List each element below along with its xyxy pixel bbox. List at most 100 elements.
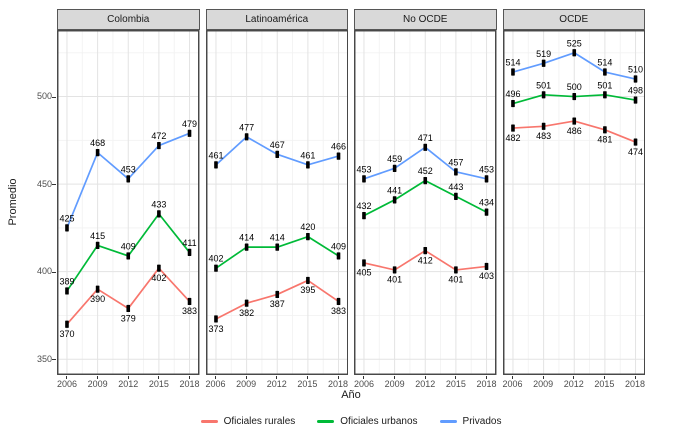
data-point-marker [187,248,192,257]
data-point-marker [571,117,576,125]
x-tick-mark [542,376,544,379]
data-point-marker [454,192,458,200]
data-point-label: 479 [182,119,197,129]
data-point-label: 457 [448,157,463,167]
data-point-label: 379 [121,313,136,323]
data-point-label: 467 [269,140,284,150]
y-tick-label: 350 [36,353,52,364]
data-point-marker [484,262,489,271]
data-point-marker [126,304,131,313]
data-point-label: 468 [90,138,105,148]
data-point-marker [362,175,366,183]
data-point-marker [454,266,458,274]
x-tick-label: 2006 [353,379,374,389]
panel-border [354,30,497,375]
legend-label: Oficiales urbanos [340,416,418,427]
data-point-marker [392,164,397,172]
data-point-label: 472 [151,131,166,141]
data-point-label: 459 [387,154,402,164]
x-tick-mark [573,376,575,379]
y-tick-label: 500 [36,91,52,102]
data-point-label: 481 [597,135,612,145]
x-tick-mark [603,376,605,379]
x-tick-mark [486,376,488,379]
data-point-marker [65,320,69,328]
facet-strip-no-ocde: No OCDE [354,9,497,30]
data-point-marker [602,91,607,99]
x-tick-label: 2006 [56,379,77,389]
x-tick-mark [214,376,216,379]
data-point-marker [65,287,69,295]
data-point-label: 409 [331,241,346,251]
data-point-marker [541,122,545,130]
data-point-label: 383 [182,306,197,316]
x-tick-mark [97,376,99,379]
x-tick-mark [306,376,308,379]
x-tick-label: 2009 [533,379,554,389]
y-tick-label: 400 [36,266,52,277]
facet-strip-colombia: Colombia [57,9,200,30]
panel-border [205,30,348,375]
legend-item-oficiales-rurales: Oficiales rurales [200,416,295,427]
legend-item-oficiales-urbanos: Oficiales urbanos [317,416,418,427]
data-point-marker [244,133,248,141]
data-point-marker [157,264,161,272]
data-point-label: 389 [59,276,74,286]
data-point-label: 461 [300,150,315,160]
data-point-label: 382 [239,308,254,318]
x-tick-label: 2006 [205,379,226,389]
data-point-label: 483 [536,131,551,141]
x-tick-mark [337,376,339,379]
data-point-marker [65,224,69,232]
data-point-label: 401 [387,275,402,285]
data-point-marker [213,161,218,169]
data-point-marker [541,91,545,99]
x-tick-label: 2018 [179,379,200,389]
data-point-label: 433 [151,199,166,209]
data-point-marker [571,49,576,57]
data-point-label: 414 [269,233,284,243]
data-point-marker [305,276,310,285]
x-tick-label: 2009 [87,379,108,389]
data-point-label: 414 [239,233,254,243]
x-tick-mark [127,376,129,379]
data-point-marker [633,75,637,83]
data-point-label: 403 [479,271,494,281]
data-point-label: 501 [536,80,551,90]
data-point-marker [392,266,397,274]
data-point-label: 496 [505,89,520,99]
data-point-marker [305,161,310,169]
data-point-label: 452 [418,166,433,176]
data-point-marker [126,252,131,260]
data-point-marker [274,150,279,158]
data-point-label: 370 [59,329,74,339]
data-point-marker [602,126,607,134]
data-point-label: 482 [505,133,520,143]
data-point-label: 425 [59,213,74,223]
data-point-label: 453 [479,164,494,174]
data-point-marker [157,141,161,150]
data-point-label: 387 [269,299,284,309]
data-point-marker [541,59,545,67]
x-tick-label: 2018 [328,379,349,389]
x-tick-label: 2018 [625,379,646,389]
data-point-label: 434 [479,198,494,208]
data-point-marker [423,177,428,185]
panel-plot-colombia: 370 390 379 402 383 389 415 409 433 411 425 468 453 4… [57,30,200,375]
data-point-marker [244,243,248,251]
data-point-label: 471 [418,133,433,143]
x-tick-label: 2015 [297,379,318,389]
legend-label: Privados [462,416,502,427]
y-tick-mark [52,184,56,186]
x-tick-mark [276,376,278,379]
legend-item-privados: Privados [439,416,502,427]
data-point-marker [510,68,515,76]
data-point-label: 498 [628,86,643,96]
panel-plot-ocde: 482 483 486 481 474 496 501 500 501 498 514 519 525 5… [502,30,645,375]
x-tick-label: 2015 [594,379,615,389]
x-tick-label: 2012 [266,379,287,389]
data-point-label: 514 [505,58,520,68]
data-point-label: 514 [597,58,612,68]
data-point-label: 405 [356,268,371,278]
legend: Oficiales rurales Oficiales urbanos Privad… [57,416,645,427]
